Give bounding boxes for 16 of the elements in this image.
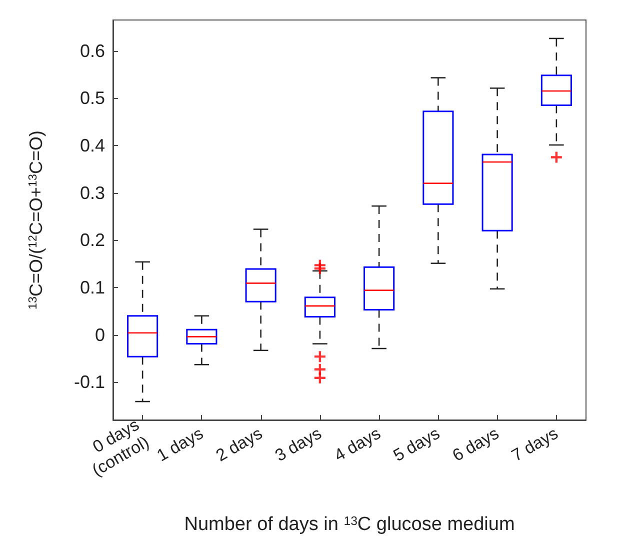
x-tick-label: 6 days xyxy=(449,424,502,466)
x-tick-label: 7 days xyxy=(508,424,562,466)
x-tick-label: 2 days xyxy=(212,424,266,466)
y-tick-label: -0.1 xyxy=(74,372,105,392)
x-tick-label: 1 days xyxy=(154,424,206,466)
x-tick-label: 3 days xyxy=(272,424,325,466)
y-tick-label: 0.6 xyxy=(80,40,105,61)
y-tick-label: 0.1 xyxy=(80,277,105,298)
y-tick-label: 0.3 xyxy=(80,182,105,203)
y-tick-label: 0.2 xyxy=(80,230,105,250)
x-tick-label: 5 days xyxy=(390,424,443,466)
y-tick-label: 0.4 xyxy=(80,135,105,156)
y-tick-label: 0.5 xyxy=(80,88,105,108)
y-tick-label: 0 xyxy=(94,324,105,345)
y-axis-title: 13C=O/(12C=O+13C=O) xyxy=(26,130,46,310)
x-tick-label: 4 days xyxy=(330,424,384,466)
